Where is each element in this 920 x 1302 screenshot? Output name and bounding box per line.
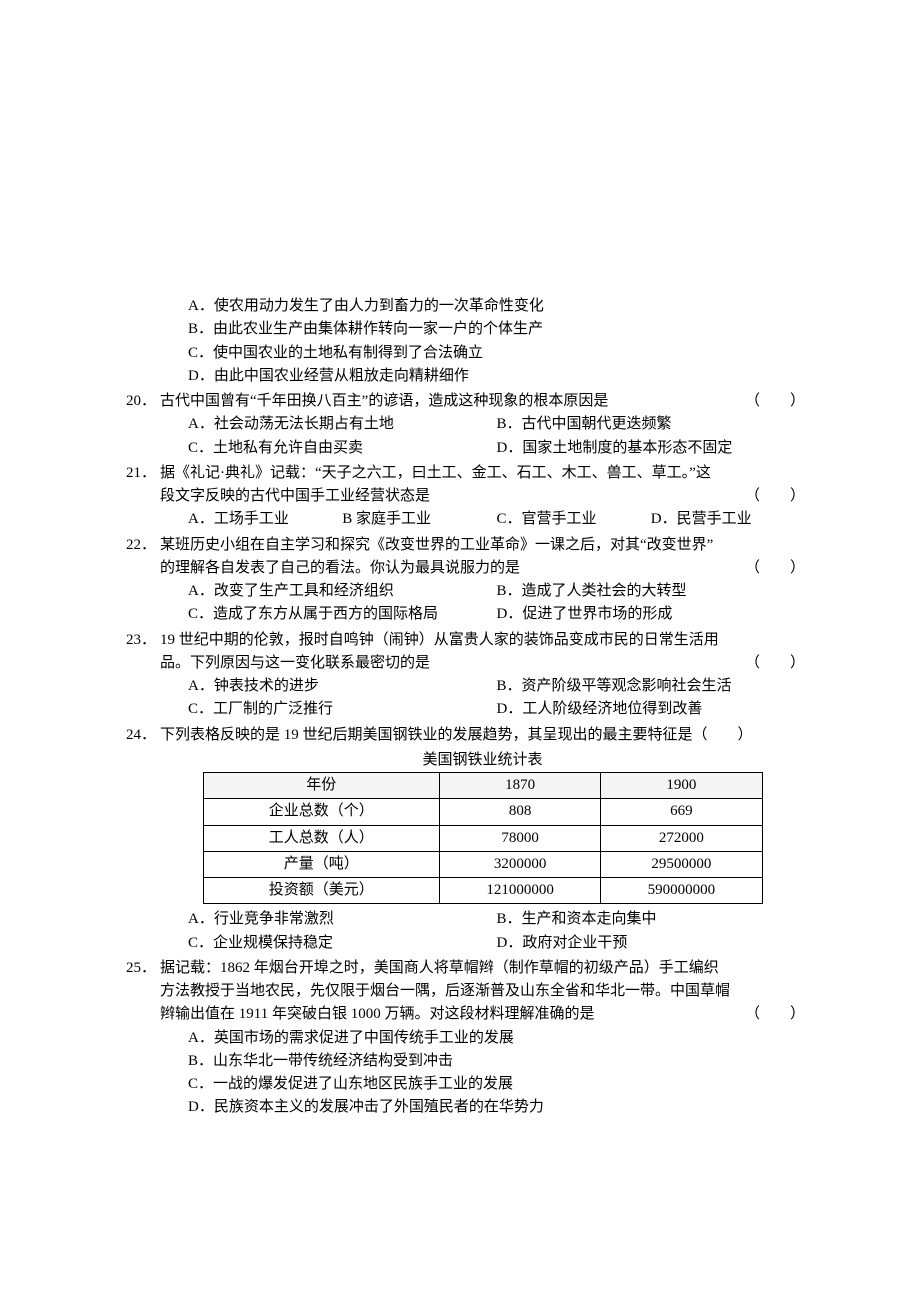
q20-opt-b: B．古代中国朝代更迭频繁	[497, 413, 806, 436]
q21-opt-c: C．官营手工业	[497, 508, 651, 531]
exam-page: A．使农用动力发生了由人力到畜力的一次革命性变化 B．由此农业生产由集体耕作转向…	[0, 0, 920, 1202]
q24-number: 24．	[126, 724, 160, 747]
q23-paren: （ ）	[745, 652, 805, 675]
cell: 78000	[439, 825, 600, 851]
q22-stem-l1: 某班历史小组在自主学习和探究《改变世界的工业革命》一课之后，对其“改变世界”	[160, 537, 713, 553]
q25-paren: （ ）	[745, 1003, 805, 1026]
cell: 投资额（美元）	[203, 878, 439, 904]
q23-opt-b: B．资产阶级平等观念影响社会生活	[497, 675, 806, 698]
q22-opt-c: C．造成了东方从属于西方的国际格局	[188, 603, 497, 626]
q23-opt-a: A．钟表技术的进步	[188, 675, 497, 698]
cell: 121000000	[439, 878, 600, 904]
table-row: 产量（吨） 3200000 29500000	[203, 851, 762, 877]
q23-opt-d: D．工人阶级经济地位得到改善	[497, 698, 806, 721]
q25-stem-l2: 方法教授于当地农民，先仅限于烟台一隅，后逐渐普及山东全省和华北一带。中国草帽	[160, 983, 730, 999]
q22-stem-l2: 的理解各自发表了自己的看法。你认为最具说服力的是	[160, 560, 520, 576]
q23-opt-c: C．工厂制的广泛推行	[188, 698, 497, 721]
q21-number: 21．	[126, 462, 160, 485]
q23-stem-l1: 19 世纪中期的伦敦，报时自鸣钟（闹钟）从富贵人家的装饰品变成市民的日常生活用	[160, 632, 719, 648]
q25: 25．据记载：1862 年烟台开埠之时，美国商人将草帽辫（制作草帽的初级产品）手…	[160, 957, 805, 1120]
cell: 1870	[439, 773, 600, 799]
q21-opt-b: B 家庭手工业	[342, 508, 496, 531]
q22-opt-b: B．造成了人类社会的大转型	[497, 580, 806, 603]
q24-opt-c: C．企业规模保持稳定	[188, 932, 497, 955]
cell: 1900	[601, 773, 762, 799]
q23-stem-l2: 品。下列原因与这一变化联系最密切的是	[160, 655, 430, 671]
table-row: 企业总数（个） 808 669	[203, 799, 762, 825]
cell: 590000000	[601, 878, 762, 904]
q19-options: A．使农用动力发生了由人力到畜力的一次革命性变化 B．由此农业生产由集体耕作转向…	[160, 295, 805, 388]
q22-number: 22．	[126, 534, 160, 557]
q25-number: 25．	[126, 957, 160, 980]
q20-paren: （ ）	[745, 390, 805, 413]
cell: 产量（吨）	[203, 851, 439, 877]
q24-table: 年份 1870 1900 企业总数（个） 808 669 工人总数（人） 780…	[203, 772, 763, 904]
q20: （ ） 20．古代中国曾有“千年田换八百主”的谚语，造成这种现象的根本原因是 A…	[160, 390, 805, 460]
q21-paren: （ ）	[745, 485, 805, 508]
q19-opt-a: A．使农用动力发生了由人力到畜力的一次革命性变化	[188, 295, 805, 318]
q25-stem-l1: 据记载：1862 年烟台开埠之时，美国商人将草帽辫（制作草帽的初级产品）手工编织	[160, 960, 719, 976]
q22: 22．某班历史小组在自主学习和探究《改变世界的工业革命》一课之后，对其“改变世界…	[160, 534, 805, 627]
q24-stem: 下列表格反映的是 19 世纪后期美国钢铁业的发展趋势，其呈现出的最主要特征是（ …	[160, 727, 753, 743]
cell: 工人总数（人）	[203, 825, 439, 851]
q20-stem: 古代中国曾有“千年田换八百主”的谚语，造成这种现象的根本原因是	[160, 393, 608, 409]
q25-opt-c: C．一战的爆发促进了山东地区民族手工业的发展	[188, 1073, 805, 1096]
q23: 23．19 世纪中期的伦敦，报时自鸣钟（闹钟）从富贵人家的装饰品变成市民的日常生…	[160, 629, 805, 722]
q20-opt-c: C．土地私有允许自由买卖	[188, 437, 497, 460]
q19-opt-d: D．由此中国农业经营从粗放走向精耕细作	[188, 365, 805, 388]
q21-stem-l1: 据《礼记·典礼》记载：“天子之六工，曰土工、金工、石工、木工、兽工、草工。”这	[160, 465, 711, 481]
cell: 年份	[203, 773, 439, 799]
q20-opt-a: A．社会动荡无法长期占有土地	[188, 413, 497, 436]
q20-number: 20．	[126, 390, 160, 413]
q24-opt-a: A．行业竞争非常激烈	[188, 908, 497, 931]
q25-opt-b: B．山东华北一带传统经济结构受到冲击	[188, 1050, 805, 1073]
table-row: 工人总数（人） 78000 272000	[203, 825, 762, 851]
q24-table-caption: 美国钢铁业统计表	[160, 749, 805, 772]
cell: 29500000	[601, 851, 762, 877]
table-row: 投资额（美元） 121000000 590000000	[203, 878, 762, 904]
cell: 3200000	[439, 851, 600, 877]
q22-opt-d: D．促进了世界市场的形成	[497, 603, 806, 626]
cell: 808	[439, 799, 600, 825]
q25-opt-a: A．英国市场的需求促进了中国传统手工业的发展	[188, 1027, 805, 1050]
q21-stem-l2: 段文字反映的古代中国手工业经营状态是	[160, 488, 430, 504]
q25-stem-l3: 辫输出值在 1911 年突破白银 1000 万辆。对这段材料理解准确的是	[160, 1006, 594, 1022]
cell: 企业总数（个）	[203, 799, 439, 825]
q21: 21．据《礼记·典礼》记载：“天子之六工，曰土工、金工、石工、木工、兽工、草工。…	[160, 462, 805, 532]
q21-opt-a: A．工场手工业	[188, 508, 342, 531]
q24-opt-d: D．政府对企业干预	[497, 932, 806, 955]
cell: 669	[601, 799, 762, 825]
q23-number: 23．	[126, 629, 160, 652]
q24: 24．下列表格反映的是 19 世纪后期美国钢铁业的发展趋势，其呈现出的最主要特征…	[160, 724, 805, 955]
q21-opt-d: D．民营手工业	[651, 508, 805, 531]
table-row: 年份 1870 1900	[203, 773, 762, 799]
q20-opt-d: D．国家土地制度的基本形态不固定	[497, 437, 806, 460]
q24-opt-b: B．生产和资本走向集中	[497, 908, 806, 931]
q22-opt-a: A．改变了生产工具和经济组织	[188, 580, 497, 603]
q19-opt-c: C．使中国农业的土地私有制得到了合法确立	[188, 342, 805, 365]
q19-opt-b: B．由此农业生产由集体耕作转向一家一户的个体生产	[188, 318, 805, 341]
q25-opt-d: D．民族资本主义的发展冲击了外国殖民者的在华势力	[188, 1096, 805, 1119]
q22-paren: （ ）	[745, 557, 805, 580]
cell: 272000	[601, 825, 762, 851]
